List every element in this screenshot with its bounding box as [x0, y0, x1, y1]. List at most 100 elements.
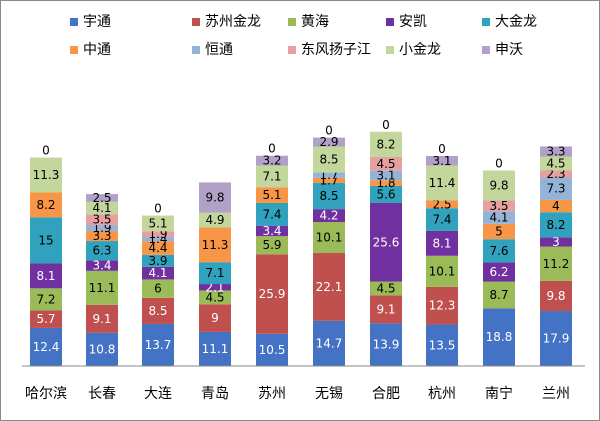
data-label: 11.3	[202, 238, 229, 252]
bar-stack: 11.194.52.17.111.34.99.8	[199, 182, 231, 366]
bar-segment	[86, 332, 118, 366]
legend-item: 申沃	[482, 42, 523, 58]
bar-segment	[370, 185, 402, 203]
data-label: 3.4	[92, 259, 111, 273]
bar-segment	[256, 202, 288, 226]
data-label: 5.9	[262, 238, 281, 252]
bar-segment	[199, 182, 231, 213]
data-label-zero: 0	[495, 156, 503, 170]
data-label: 4.1	[92, 201, 111, 215]
bar-segment	[540, 212, 572, 238]
data-label: 3	[552, 235, 560, 249]
data-label-zero: 0	[438, 142, 446, 156]
data-label: 4.1	[489, 211, 508, 225]
data-label: 2.5	[432, 197, 451, 211]
data-label: 8.2	[376, 137, 395, 151]
bar-segment	[86, 260, 118, 271]
data-label: 6	[154, 282, 162, 296]
x-tick-label: 杭州	[428, 386, 456, 402]
legend-item: 宇通	[70, 14, 111, 30]
x-tick-label: 无锡	[315, 386, 343, 402]
bar-segment	[30, 327, 62, 366]
bar-segment	[313, 222, 345, 254]
data-label: 7.2	[36, 292, 55, 306]
bar-segment	[313, 137, 345, 147]
legend-label: 大金龙	[495, 14, 537, 30]
x-tick-label: 大连	[144, 386, 172, 402]
data-label: 13.7	[145, 338, 172, 352]
data-label: 22.1	[316, 280, 343, 294]
bar-segment	[313, 146, 345, 173]
data-label: 3.5	[92, 213, 111, 227]
data-label: 3.3	[546, 145, 565, 159]
bar-segment	[426, 165, 458, 201]
legend-item: 中通	[70, 42, 111, 58]
legend-swatch	[192, 46, 200, 54]
bar-segment	[540, 177, 572, 200]
data-label: 5.6	[376, 187, 395, 201]
legend-swatch	[288, 46, 296, 54]
data-label: 10.1	[429, 264, 456, 278]
bar-segment	[86, 214, 118, 226]
data-label: 4.1	[148, 266, 167, 280]
data-label-zero: 0	[268, 142, 276, 156]
bar-segment	[483, 200, 515, 212]
bar-segment	[142, 231, 174, 238]
bar-stack: 13.5 12.3 10.1 8.1 7.4 2.5 11.4 3.10	[426, 142, 458, 366]
legend-swatch	[70, 46, 78, 54]
data-label: 6.2	[489, 265, 508, 279]
bar-segment	[426, 286, 458, 325]
data-label: 4	[552, 199, 560, 213]
bar-segment	[199, 304, 231, 332]
bar-segment	[540, 311, 572, 366]
legend-swatch	[386, 46, 394, 54]
bar-segment	[86, 270, 118, 305]
x-tick-label: 青岛	[201, 386, 229, 402]
bar-stack: 12.4 5.7 7.2 8.1 15 8.2 11.3 0	[30, 144, 62, 366]
legend-swatch	[70, 18, 78, 26]
bar-stack: 13.78.564.13.94.41.41.95.10	[142, 202, 174, 366]
data-label: 7.1	[262, 169, 281, 183]
data-label: 3.3	[92, 229, 111, 243]
bar-segment	[370, 202, 402, 282]
bar-segment	[426, 255, 458, 287]
data-label: 9.8	[546, 289, 565, 303]
legend-item: 安凯	[386, 14, 427, 30]
bar-segment	[142, 254, 174, 267]
bar-segment	[483, 170, 515, 201]
bar-segment	[426, 208, 458, 231]
bar-segment	[540, 170, 572, 178]
data-label: 4.9	[205, 213, 224, 227]
bar-segment	[540, 237, 572, 247]
data-label: 3.1	[376, 169, 395, 183]
data-label: 5	[495, 225, 503, 239]
data-label: 3.2	[262, 154, 281, 168]
data-label: 14.7	[316, 336, 343, 350]
legend-label: 黄海	[301, 13, 329, 30]
bar-segment	[483, 223, 515, 240]
data-label: 4.5	[205, 290, 224, 304]
data-label: 25.9	[259, 287, 286, 301]
legend-label: 恒通	[205, 42, 233, 58]
data-label: 11.1	[89, 281, 116, 295]
data-label: 4.5	[376, 281, 395, 295]
legend-label: 苏州金龙	[205, 14, 261, 30]
legend-label: 中通	[83, 42, 111, 58]
bar-segment	[540, 246, 572, 281]
data-label: 7.4	[262, 207, 281, 221]
legend-swatch	[482, 18, 490, 26]
data-label: 5.7	[36, 312, 55, 326]
data-label-zero: 0	[325, 124, 333, 138]
data-label: 8.1	[36, 269, 55, 283]
bar-stack: 18.808.76.27.654.13.59.80	[483, 156, 515, 366]
x-tick-label: 苏州	[258, 386, 286, 402]
bar-segment	[86, 194, 118, 202]
bar-segment	[256, 225, 288, 237]
bar-segment	[256, 155, 288, 166]
data-label: 17.9	[543, 332, 570, 346]
x-axis-labels: 哈尔滨 长春 大连 青岛 苏州 无锡 合肥 杭州 南宁 兰州	[25, 385, 570, 402]
bar-segment	[86, 241, 118, 261]
bar-segment	[426, 324, 458, 366]
bar-segment	[540, 146, 572, 157]
data-label: 4.5	[546, 157, 565, 171]
